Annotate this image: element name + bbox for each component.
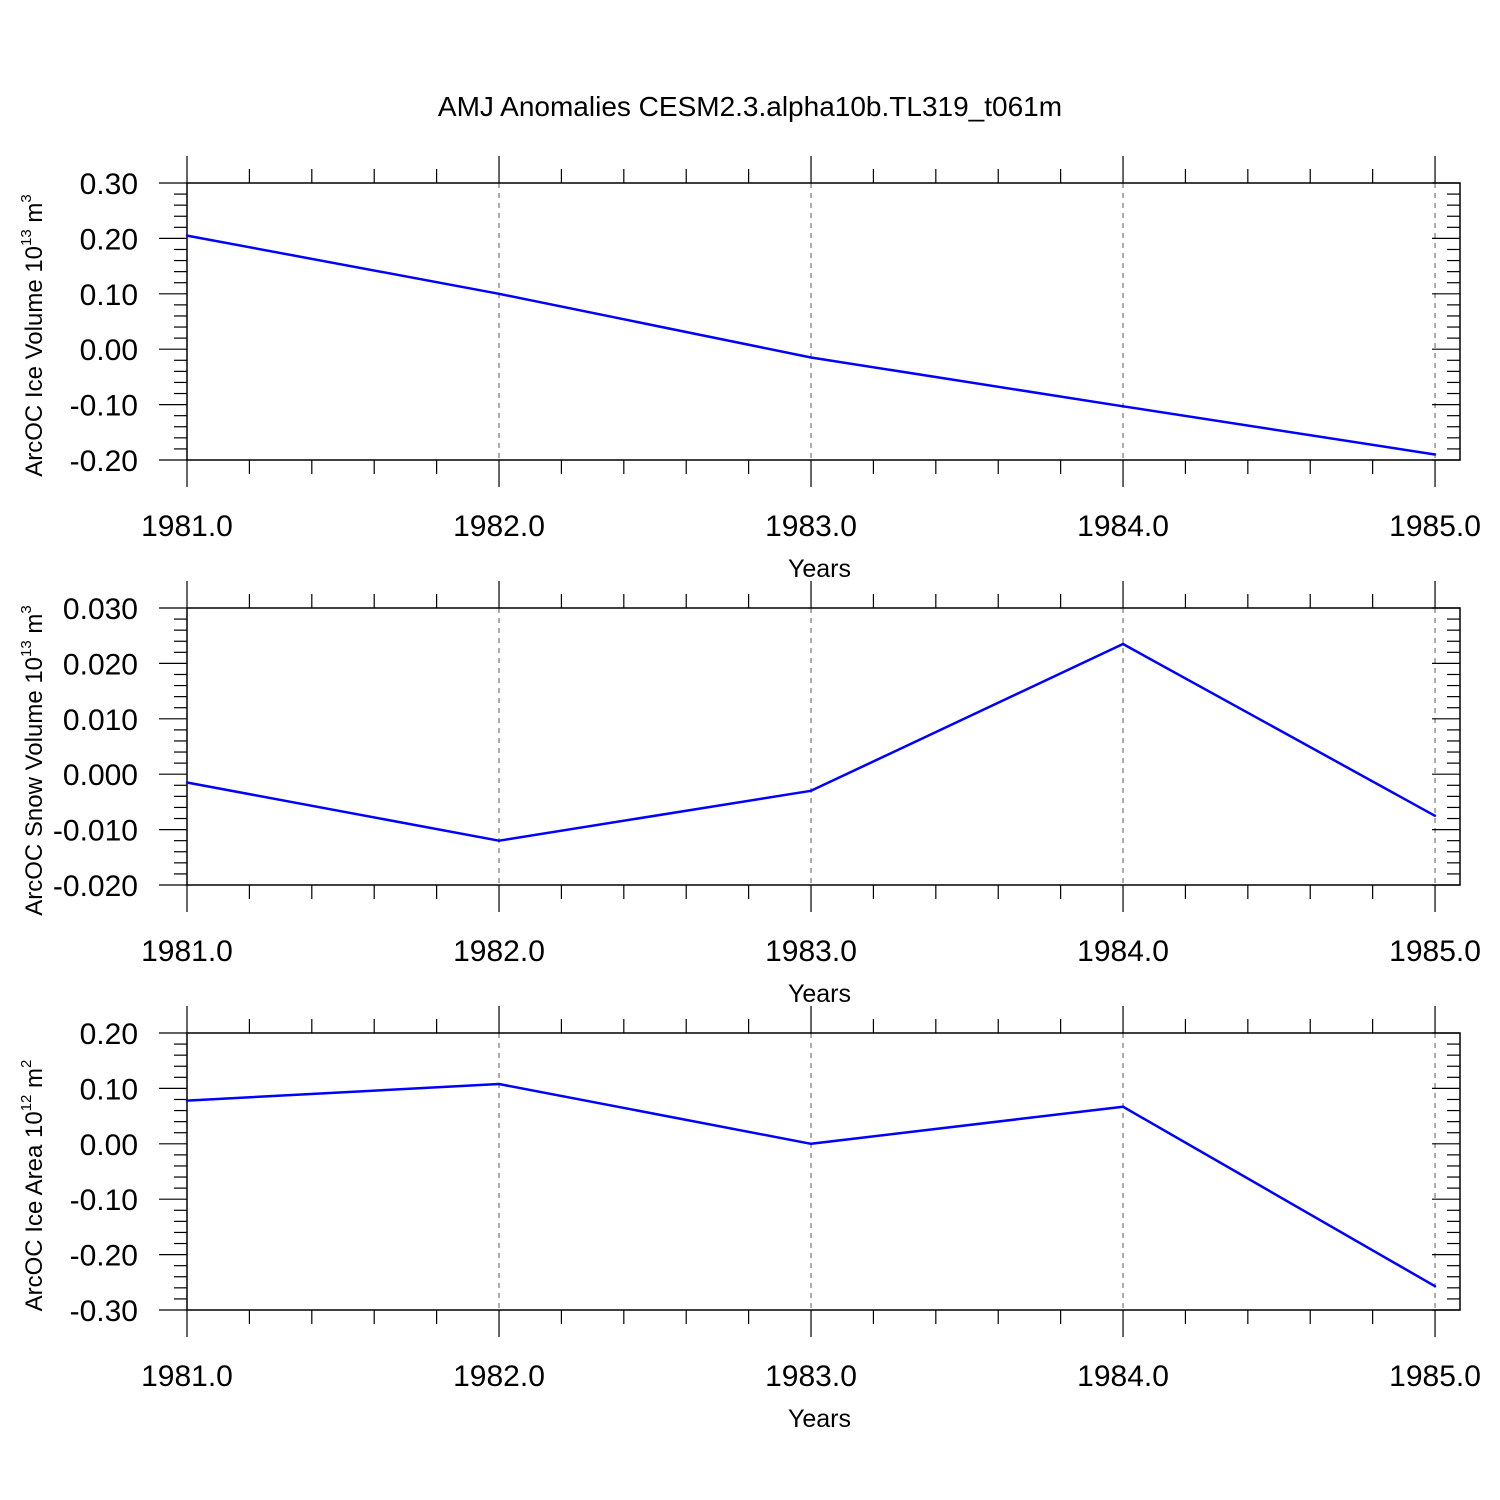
plot-frame	[186, 1032, 1461, 1311]
data-point	[497, 1082, 501, 1086]
y-axis-label: ArcOC Ice Volume 1013 m3	[18, 194, 48, 476]
y-tick-label: -0.20	[70, 1240, 138, 1273]
data-point	[497, 292, 501, 295]
x-tick-label: 1985.0	[1389, 510, 1481, 543]
y-tick-label: -0.30	[70, 1295, 138, 1328]
x-tick-label: 1984.0	[1077, 1360, 1169, 1393]
y-tick-label: 0.030	[63, 593, 138, 626]
x-tick-label: 1981.0	[141, 510, 233, 543]
plot-frame	[186, 607, 1461, 886]
y-tick-label: 0.010	[63, 704, 138, 737]
y-tick-label: 0.10	[80, 279, 138, 312]
x-axis-label: Years	[788, 980, 851, 1008]
y-axis-label: ArcOC Snow Volume 1013 m3	[18, 605, 48, 916]
x-tick-label: 1985.0	[1389, 935, 1481, 968]
x-tick-label: 1984.0	[1077, 510, 1169, 543]
data-point	[1121, 405, 1125, 408]
y-axis-label: ArcOC Ice Area 1012 m2	[18, 1060, 48, 1312]
x-tick-label: 1982.0	[453, 935, 545, 968]
data-point	[1433, 1284, 1437, 1288]
data-point	[1121, 642, 1125, 646]
data-point	[809, 1142, 813, 1146]
y-tick-label: 0.30	[80, 168, 138, 201]
x-tick-label: 1981.0	[141, 1360, 233, 1393]
y-tick-label: 0.000	[63, 759, 138, 792]
y-tick-label: -0.20	[70, 445, 138, 478]
y-tick-label: 0.00	[80, 334, 138, 367]
x-axis-label: Years	[788, 555, 851, 583]
plot-frame	[186, 182, 1461, 461]
y-tick-label: 0.10	[80, 1073, 138, 1106]
figure-title: AMJ Anomalies CESM2.3.alpha10b.TL319_t06…	[438, 91, 1062, 122]
data-point	[809, 789, 813, 793]
y-tick-label: -0.10	[70, 1184, 138, 1217]
x-tick-label: 1982.0	[453, 1360, 545, 1393]
y-tick-label: 0.00	[80, 1129, 138, 1162]
data-point	[497, 839, 501, 842]
data-point	[809, 356, 813, 359]
data-point	[1121, 1105, 1125, 1108]
y-tick-label: -0.10	[70, 390, 138, 423]
y-tick-label: 0.20	[80, 223, 138, 256]
data-point	[1433, 453, 1437, 456]
data-point	[1433, 814, 1437, 817]
y-tick-label: 0.020	[63, 648, 138, 681]
y-tick-label: -0.020	[53, 870, 138, 903]
x-tick-label: 1983.0	[765, 1360, 857, 1393]
x-tick-label: 1983.0	[765, 510, 857, 543]
y-tick-label: -0.010	[53, 815, 138, 848]
data-point	[185, 1099, 189, 1102]
x-tick-label: 1982.0	[453, 510, 545, 543]
x-tick-label: 1985.0	[1389, 1360, 1481, 1393]
x-axis-label: Years	[788, 1405, 851, 1433]
data-point	[185, 781, 189, 784]
x-tick-label: 1984.0	[1077, 935, 1169, 968]
y-tick-label: 0.20	[80, 1018, 138, 1051]
x-tick-label: 1981.0	[141, 935, 233, 968]
x-tick-label: 1983.0	[765, 935, 857, 968]
data-point	[185, 234, 189, 237]
